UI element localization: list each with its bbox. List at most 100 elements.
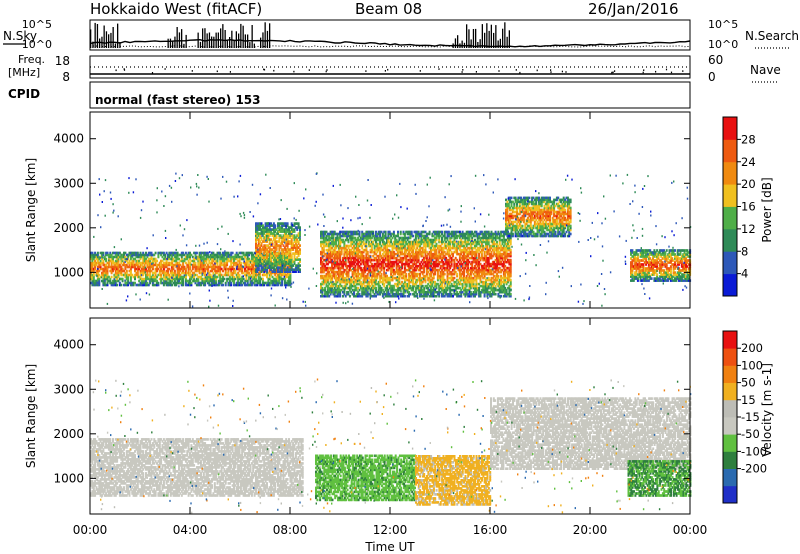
- heatmap-cell: [135, 263, 138, 267]
- heatmap-cell: [102, 259, 105, 263]
- heatmap-cell: [187, 265, 190, 269]
- heatmap-cell: [324, 280, 327, 284]
- heatmap-cell: [336, 294, 339, 298]
- heatmap-cell: [357, 248, 360, 252]
- heatmap-cell: [264, 244, 267, 247]
- heatmap-cell: [359, 238, 362, 242]
- heatmap-cell: [266, 248, 268, 251]
- freq-speck: [565, 71, 567, 73]
- heatmap-cell: [335, 280, 338, 284]
- freq-speck: [216, 70, 218, 73]
- heatmap-cell: [364, 256, 366, 260]
- heatmap-cell: [339, 254, 342, 258]
- heatmap-cell: [348, 268, 351, 272]
- heatmap-cell: [365, 292, 368, 296]
- noise-bar: [90, 29, 92, 48]
- heatmap-cell: [335, 260, 338, 264]
- heatmap-cell: [292, 246, 295, 249]
- heatmap-cell: [128, 281, 131, 285]
- heatmap-cell: [241, 267, 244, 271]
- heatmap-cell: [193, 259, 196, 263]
- heatmap-cell: [162, 253, 165, 257]
- heatmap-cell: [339, 270, 342, 274]
- heatmap-cell: [348, 234, 351, 238]
- heatmap-cell: [110, 261, 113, 265]
- heatmap-cell: [175, 259, 178, 263]
- heatmap-cell: [96, 257, 99, 261]
- heatmap-cell: [332, 232, 335, 236]
- heatmap-cell: [351, 272, 354, 276]
- heatmap-cell: [169, 269, 172, 273]
- heatmap-cell: [266, 250, 268, 253]
- heatmap-cell: [282, 262, 285, 265]
- heatmap-cell: [278, 244, 281, 247]
- heatmap-cell: [165, 279, 168, 283]
- noise-bar: [94, 22, 96, 48]
- heatmap-cell: [164, 255, 167, 259]
- heatmap-cell: [272, 252, 275, 255]
- heatmap-cell: [328, 246, 331, 250]
- heatmap-cell: [250, 263, 253, 267]
- heatmap-cell: [354, 230, 357, 234]
- heatmap-cell: [351, 236, 354, 240]
- heatmap-cell: [364, 292, 366, 296]
- heatmap-cell: [347, 252, 350, 256]
- heatmap-cell: [289, 230, 292, 233]
- heatmap-cell: [110, 263, 113, 267]
- heatmap-cell: [256, 273, 259, 277]
- heatmap-cell: [204, 269, 207, 273]
- heatmap-cell: [125, 281, 128, 285]
- heatmap-cell: [289, 256, 292, 259]
- heatmap-cell: [351, 250, 354, 254]
- heatmap-cell: [215, 269, 218, 273]
- heatmap-cell: [283, 270, 286, 273]
- heatmap-cell: [257, 250, 260, 253]
- heatmap-cell: [326, 250, 329, 254]
- heatmap-cell: [205, 279, 208, 283]
- heatmap-cell: [135, 273, 138, 277]
- heatmap-cell: [227, 273, 230, 277]
- heatmap-cell: [95, 271, 98, 275]
- heatmap-cell: [121, 253, 124, 257]
- heatmap-cell: [112, 269, 114, 273]
- heatmap-cell: [180, 257, 183, 261]
- heatmap-cell: [107, 255, 110, 259]
- heatmap-cell: [217, 267, 220, 271]
- heatmap-cell: [112, 251, 114, 255]
- heatmap-cell: [350, 248, 353, 252]
- heatmap-cell: [233, 259, 235, 263]
- heatmap-cell: [288, 260, 290, 263]
- heatmap-cell: [157, 263, 160, 267]
- heatmap-cell: [340, 276, 343, 280]
- heatmap-cell: [285, 230, 288, 233]
- heatmap-cell: [357, 274, 360, 278]
- heatmap-cell: [94, 263, 97, 267]
- heatmap-cell: [358, 254, 361, 258]
- heatmap-cell: [182, 281, 185, 285]
- heatmap-cell: [272, 254, 275, 257]
- heatmap-cell: [147, 273, 150, 277]
- heatmap-cell: [200, 275, 202, 279]
- heatmap-cell: [212, 255, 215, 259]
- heatmap-cell: [256, 222, 259, 225]
- heatmap-cell: [224, 281, 227, 285]
- heatmap-cell: [132, 251, 135, 255]
- heatmap-cell: [233, 271, 235, 275]
- freq-speck: [229, 71, 231, 73]
- heatmap-cell: [145, 257, 147, 261]
- heatmap-cell: [274, 281, 277, 285]
- heatmap-cell: [336, 244, 339, 248]
- heatmap-cell: [325, 280, 328, 284]
- heatmap-cell: [348, 256, 351, 260]
- heatmap-cell: [261, 257, 264, 261]
- heatmap-cell: [150, 269, 153, 273]
- heatmap-cell: [282, 250, 285, 253]
- heatmap-cell: [244, 281, 246, 285]
- heatmap-cell: [172, 267, 175, 271]
- heatmap-cell: [92, 253, 95, 257]
- heatmap-cell: [282, 266, 285, 269]
- heatmap-cell: [183, 253, 186, 257]
- noise-bar: [185, 34, 187, 48]
- heatmap-cell: [289, 260, 292, 263]
- heatmap-cell: [268, 226, 271, 229]
